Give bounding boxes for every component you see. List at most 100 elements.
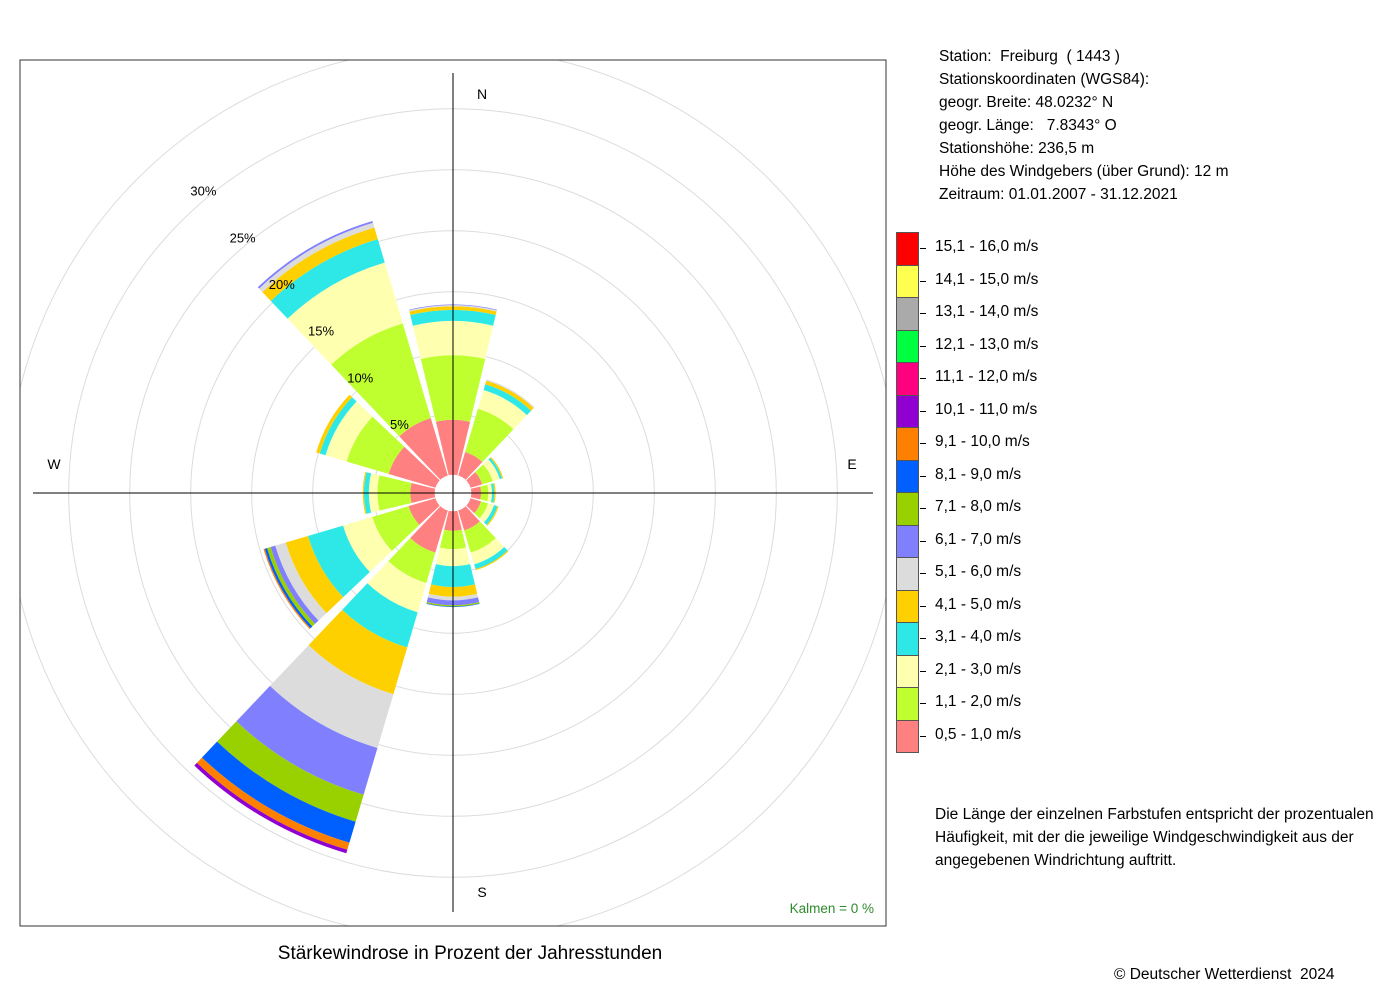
legend-tick: [920, 638, 926, 640]
legend-swatch: [896, 362, 919, 396]
legend-label: 4,1 - 5,0 m/s: [935, 595, 1022, 613]
legend-label: 12,1 - 13,0 m/s: [935, 335, 1039, 353]
wedge-210-class-5: [308, 609, 408, 695]
wedge-240-class-3: [343, 516, 392, 572]
legend-label: 1,1 - 2,0 m/s: [935, 693, 1022, 711]
legend-swatch: [896, 297, 919, 331]
legend-swatch: [896, 329, 919, 363]
legend-label: 2,1 - 3,0 m/s: [935, 660, 1022, 678]
legend-swatch: [896, 264, 919, 298]
ring-label-25: 25%: [230, 230, 256, 245]
wedge-330-class-6: [259, 222, 375, 293]
wedge-60-class-3: [483, 459, 500, 482]
plot-frame: [19, 59, 887, 927]
legend-tick: [920, 443, 926, 445]
legend-label: 0,5 - 1,0 m/s: [935, 725, 1022, 743]
ring-label-20: 20%: [269, 277, 295, 292]
wedge-210-class-3: [367, 561, 427, 613]
wedge-210-class-8: [217, 721, 364, 822]
ring-label-5: 5%: [390, 417, 409, 432]
wedge-60-class-4: [488, 457, 503, 480]
legend-swatch: [896, 622, 919, 656]
legend-tick: [920, 508, 926, 510]
legend-label: 15,1 - 16,0 m/s: [935, 238, 1039, 256]
legend-label: 5,1 - 6,0 m/s: [935, 563, 1022, 581]
ring-label-30: 30%: [190, 184, 216, 199]
wedge-0-class-6: [409, 305, 497, 312]
legend-tick: [920, 703, 926, 705]
wedge-330-class-1: [399, 418, 448, 480]
wedge-330-class-3: [287, 262, 403, 365]
wedge-300-class-1: [388, 446, 440, 488]
wedge-60-class-1: [466, 472, 483, 488]
wedge-60-class-2: [475, 464, 493, 485]
legend-label: 11,1 - 12,0 m/s: [935, 368, 1038, 386]
legend-swatch: [896, 589, 919, 623]
wedge-0-class-5: [409, 306, 497, 316]
legend-tick: [920, 248, 926, 250]
wedge-150-class-3: [470, 538, 505, 565]
station-coords-heading: Stationskoordinaten (WGS84):: [939, 71, 1150, 88]
legend-tick: [920, 735, 926, 737]
legend-swatch: [896, 719, 919, 753]
legend-label: 14,1 - 15,0 m/s: [935, 270, 1039, 288]
wedge-240-class-8: [267, 547, 315, 627]
station-elevation: Stationshöhe: 236,5 m: [939, 140, 1095, 157]
compass-label-s: S: [477, 884, 486, 900]
wedge-270-class-5: [362, 471, 367, 515]
ring-label-15: 15%: [308, 324, 334, 339]
wedge-240-class-1: [408, 498, 440, 525]
compass-label-w: W: [47, 456, 61, 472]
chart-caption: Stärkewindrose in Prozent der Jahresstun…: [277, 943, 663, 964]
legend-swatch: [896, 557, 919, 591]
station-name: Station: Freiburg ( 1443 ): [939, 48, 1120, 65]
wedge-240-class-6: [275, 542, 327, 621]
legend-label: 6,1 - 7,0 m/s: [935, 530, 1022, 548]
wedge-210-class-2: [388, 538, 436, 584]
wedge-60-class-5: [490, 456, 504, 479]
legend-label: 7,1 - 8,0 m/s: [935, 498, 1022, 516]
legend-label: 9,1 - 10,0 m/s: [935, 433, 1030, 451]
wedge-120-class-4: [483, 505, 498, 525]
wedge-180-class-9: [426, 603, 480, 608]
legend-label: 8,1 - 9,0 m/s: [935, 465, 1022, 483]
wedge-300-class-4: [319, 397, 357, 456]
calm-label: Kalmen = 0 %: [790, 901, 874, 916]
wedge-330-class-5: [262, 227, 378, 301]
legend-swatch: [896, 654, 919, 688]
legend-tick: [920, 573, 926, 575]
wedge-210-class-4: [342, 583, 418, 648]
legend-label: 10,1 - 11,0 m/s: [935, 400, 1038, 418]
wedge-300-class-2: [346, 416, 405, 474]
legend-swatch: [896, 427, 919, 461]
wedge-120-class-5: [486, 506, 499, 526]
legend-tick: [920, 670, 926, 672]
wedge-150-class-1: [458, 506, 480, 531]
station-longitude: geogr. Länge: 7.8343° O: [939, 117, 1117, 134]
wedge-240-class-2: [372, 506, 420, 551]
legend-tick: [920, 605, 926, 607]
station-latitude: geogr. Breite: 48.0232° N: [939, 94, 1114, 111]
time-period: Zeitraum: 01.01.2007 - 31.12.2021: [939, 186, 1178, 203]
legend-tick: [920, 378, 926, 380]
legend-label: 13,1 - 14,0 m/s: [935, 303, 1039, 321]
wedge-240-class-5: [285, 535, 344, 614]
legend-tick: [920, 280, 926, 282]
wedge-210-class-10: [196, 757, 350, 850]
legend-tick: [920, 313, 926, 315]
wedge-240-class-7: [270, 545, 319, 625]
legend-label: 3,1 - 4,0 m/s: [935, 628, 1022, 646]
wedge-30-class-3: [477, 390, 527, 430]
wedge-150-class-5: [475, 550, 509, 571]
copyright-notice: © Deutscher Wetterdienst 2024: [1114, 966, 1335, 983]
wedge-240-class-4: [307, 525, 370, 598]
anemometer-height: Höhe des Windgebers (über Grund): 12 m: [939, 163, 1229, 180]
wedge-30-class-5: [485, 380, 534, 411]
legend-swatch: [896, 394, 919, 428]
legend-explanation: Die Länge der einzelnen Farbstufen entsp…: [935, 806, 1374, 869]
legend-swatch: [896, 459, 919, 493]
compass-label-e: E: [847, 456, 856, 472]
wedge-120-class-2: [474, 501, 489, 519]
legend-tick: [920, 540, 926, 542]
